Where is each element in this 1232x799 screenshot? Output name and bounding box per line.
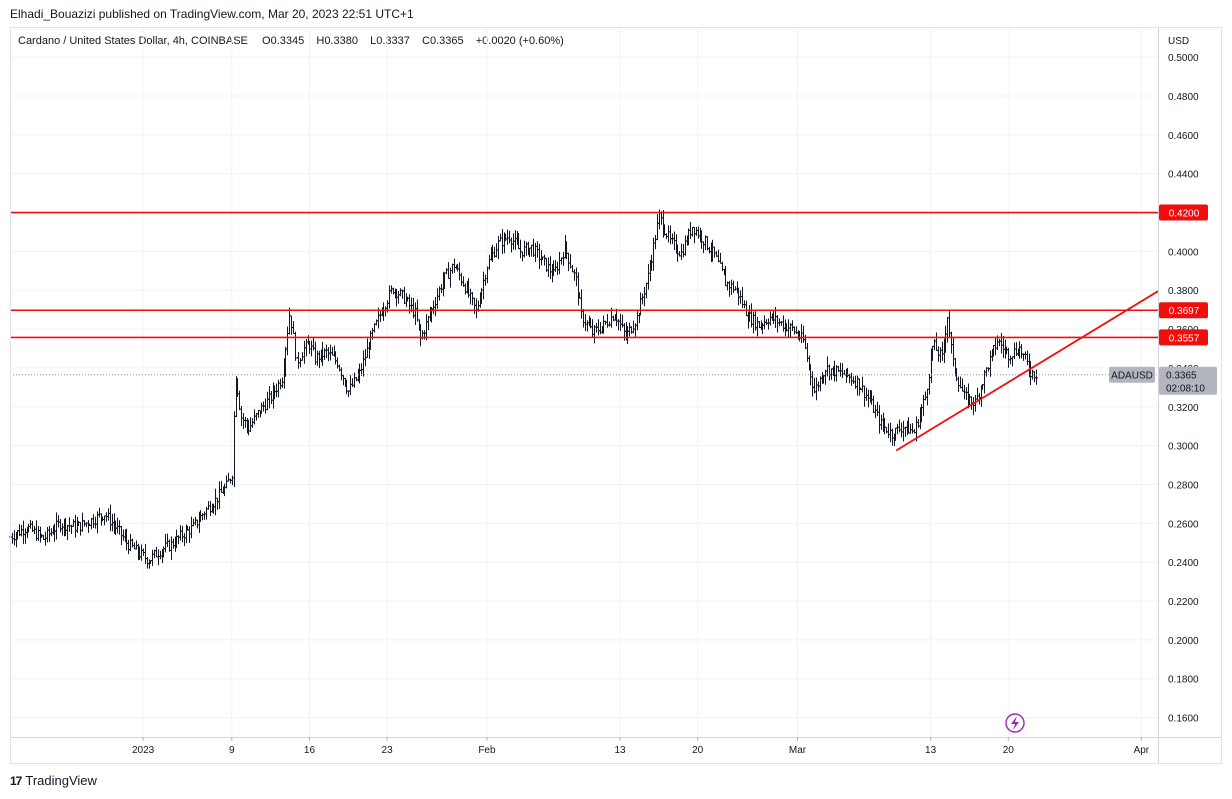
level-price-tag <box>1159 204 1208 221</box>
price-tick-label: 0.3200 <box>1168 403 1199 414</box>
price-tick-label: 0.1600 <box>1168 714 1199 725</box>
time-tick-label: 23 <box>382 745 394 756</box>
price-tick-label: 0.2400 <box>1168 558 1199 569</box>
time-tick-label: 20 <box>1003 745 1015 756</box>
chart-grid <box>10 28 1158 737</box>
price-bars <box>9 209 1158 569</box>
legend-change: +0.0020 (+0.60%) <box>475 35 564 47</box>
last-price-tag <box>1159 366 1217 395</box>
time-tick-label: 13 <box>925 745 937 756</box>
time-tick-label: Feb <box>478 745 496 756</box>
currency-label: USD <box>1168 36 1189 47</box>
time-tick-label: Mar <box>789 745 807 756</box>
price-tick-label: 0.3800 <box>1168 286 1199 297</box>
price-tick-label: 0.4800 <box>1168 92 1199 103</box>
legend-low: 0.3337 <box>376 35 410 47</box>
price-tags: 0.4200 0.3697 0.3557 0.3365 02:08:10 ADAUSD <box>1109 204 1217 395</box>
chart-legend: Cardano / United States Dollar, 4h, COIN… <box>18 35 564 47</box>
trendline <box>895 290 1159 452</box>
level-price-tag-label: 0.3697 <box>1169 306 1200 317</box>
level-price-tag <box>1159 329 1208 346</box>
level-price-tag <box>1159 302 1208 319</box>
legend-low-label: L <box>370 35 377 47</box>
price-axis[interactable]: USD 0.5000 0.4800 0.4600 0.4400 0.4200 0.4000 0… <box>1168 36 1199 725</box>
price-tick-label: 0.4600 <box>1168 131 1199 142</box>
brand-name: TradingView <box>25 773 97 788</box>
legend-close: 0.3365 <box>429 35 464 47</box>
time-tick-label: 13 <box>614 745 626 756</box>
event-marker[interactable] <box>1005 713 1025 733</box>
lightning-icon <box>1011 716 1019 730</box>
level-price-tag-label: 0.4200 <box>1169 209 1200 220</box>
horizontal-levels <box>10 211 1158 339</box>
legend-title: Cardano / United States Dollar, 4h, COIN… <box>18 35 248 47</box>
price-tick-label: 0.5000 <box>1168 53 1199 64</box>
time-tick-label: 16 <box>304 745 316 756</box>
time-tick-label: 20 <box>692 745 704 756</box>
legend-high-label: H <box>316 35 325 47</box>
time-tick-label: Apr <box>1134 745 1150 756</box>
price-tick-label: 0.2200 <box>1168 597 1199 608</box>
legend-close-label: C <box>422 35 430 47</box>
time-axis[interactable]: 2023 9 16 23 Feb 13 20 Mar 13 20 Apr <box>132 737 1150 756</box>
price-tick-label: 0.4000 <box>1168 247 1199 258</box>
legend-open: 0.3345 <box>270 35 305 47</box>
tradingview-logo-icon: 17 <box>10 773 22 788</box>
time-tick-label: 9 <box>229 745 235 756</box>
symbol-tag-label: ADAUSD <box>1111 371 1153 382</box>
chart-frame <box>10 27 1222 764</box>
price-tick-label: 0.2800 <box>1168 480 1199 491</box>
time-tick-label: 2023 <box>132 745 155 756</box>
publisher-line: Elhadi_Bouazizi published on TradingView… <box>10 7 414 21</box>
price-tick-label: 0.2000 <box>1168 636 1199 647</box>
tradingview-brand: 17 TradingView <box>10 773 97 788</box>
last-price-tag-value: 0.3365 <box>1166 371 1197 382</box>
price-tick-label: 0.2600 <box>1168 519 1199 530</box>
support-trendline <box>895 290 1159 452</box>
symbol-tag <box>1109 366 1155 383</box>
level-price-tag-label: 0.3557 <box>1169 333 1200 344</box>
price-tick-label: 0.4400 <box>1168 170 1199 181</box>
legend-open-label: O <box>262 35 271 47</box>
price-tick-label: 0.3000 <box>1168 442 1199 453</box>
price-tick-label: 0.1800 <box>1168 675 1199 686</box>
legend-high: 0.3380 <box>324 35 358 47</box>
last-price-countdown: 02:08:10 <box>1166 384 1205 395</box>
